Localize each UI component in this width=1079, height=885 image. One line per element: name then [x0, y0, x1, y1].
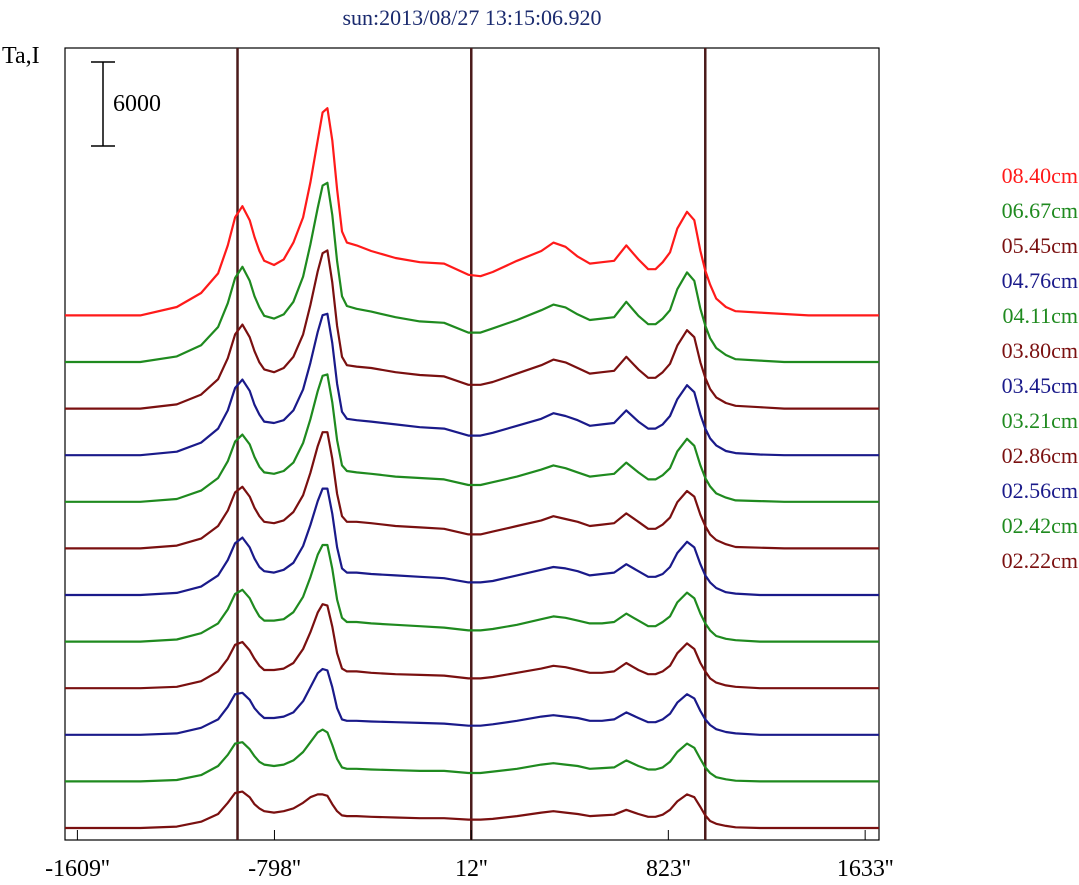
series-line-05.45cm	[65, 249, 879, 410]
series-line-03.80cm	[65, 431, 879, 550]
x-tick-label-0: -1609''	[45, 856, 110, 882]
legend-entry-02.86cm: 02.86cm	[1002, 443, 1078, 468]
series-line-03.45cm	[65, 487, 879, 597]
y-axis-label: Ta,I	[2, 43, 40, 69]
series-line-03.21cm	[65, 543, 879, 643]
series-line-06.67cm	[65, 181, 879, 364]
legend-entry-03.80cm: 03.80cm	[1002, 338, 1078, 363]
series-lines	[65, 107, 879, 830]
series-line-02.56cm	[65, 667, 879, 736]
legend-entry-02.56cm: 02.56cm	[1002, 478, 1078, 503]
x-tick-label-3: 823''	[646, 856, 691, 882]
legend-entry-03.45cm: 03.45cm	[1002, 373, 1078, 398]
legend-entry-05.45cm: 05.45cm	[1002, 233, 1078, 258]
x-tick-label-2: 12''	[455, 856, 488, 882]
series-line-02.86cm	[65, 603, 879, 690]
legend-entry-02.22cm: 02.22cm	[1002, 548, 1078, 573]
x-tick-label-4: 1633''	[837, 856, 894, 882]
vertical-marker-lines	[236, 48, 707, 840]
x-axis-ticks: -1609'' -798'' 12'' 823'' 1633''	[45, 830, 893, 882]
legend-entry-03.21cm: 03.21cm	[1002, 408, 1078, 433]
series-line-02.22cm	[65, 790, 879, 830]
legend: 08.40cm 06.67cm 05.45cm 04.76cm 04.11cm 03.80…	[1002, 163, 1078, 573]
chart-title: sun:2013/08/27 13:15:06.920	[342, 5, 601, 30]
legend-entry-02.42cm: 02.42cm	[1002, 513, 1078, 538]
series-line-04.76cm	[65, 312, 879, 457]
scale-bar: 6000	[91, 61, 161, 147]
legend-entry-04.11cm: 04.11cm	[1002, 303, 1078, 328]
legend-entry-04.76cm: 04.76cm	[1002, 268, 1078, 293]
x-tick-label-1: -798''	[248, 856, 301, 882]
legend-entry-08.40cm: 08.40cm	[1002, 163, 1078, 188]
legend-entry-06.67cm: 06.67cm	[1002, 198, 1078, 223]
series-line-08.40cm	[65, 107, 879, 317]
series-line-02.42cm	[65, 728, 879, 783]
scale-bar-label: 6000	[113, 91, 161, 117]
series-line-04.11cm	[65, 373, 879, 503]
